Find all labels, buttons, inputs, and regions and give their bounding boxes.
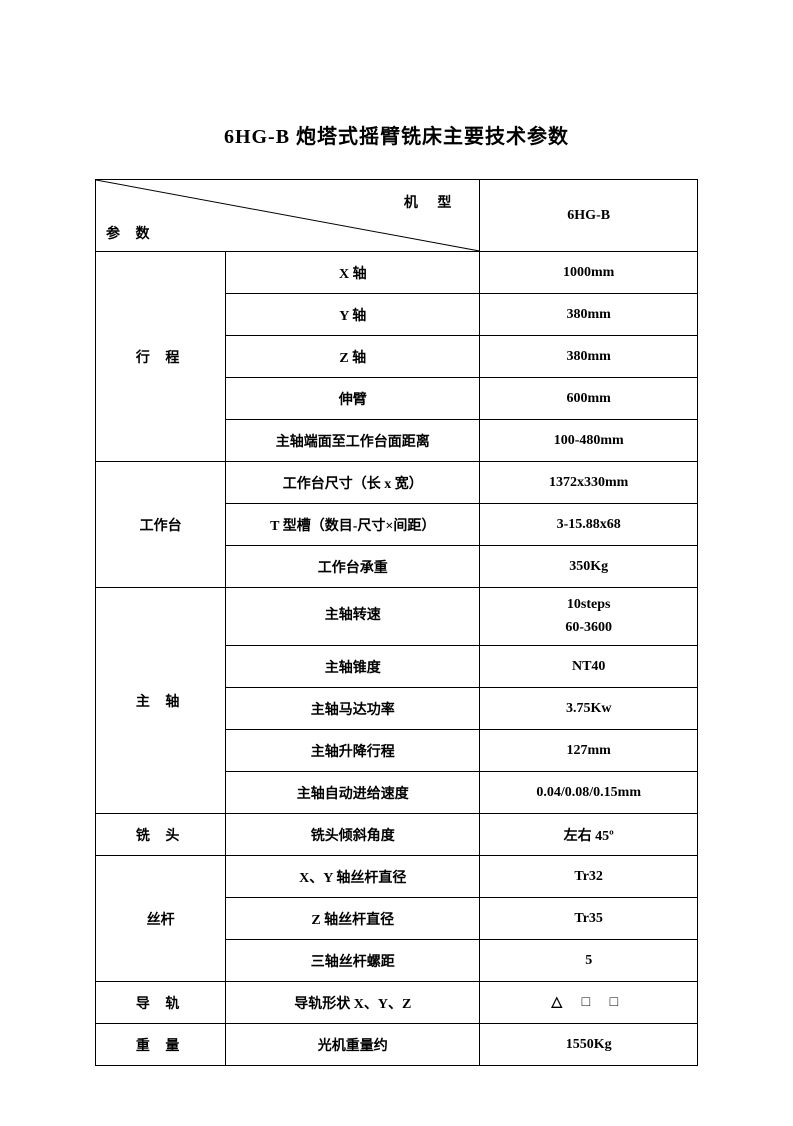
param-cell: 伸臂 <box>226 378 480 420</box>
value-cell: 380mm <box>480 336 698 378</box>
table-row: 工作台工作台尺寸（长 x 宽）1372x330mm <box>96 462 698 504</box>
param-cell: 主轴端面至工作台面距离 <box>226 420 480 462</box>
value-cell: 380mm <box>480 294 698 336</box>
value-cell: 10steps 60-3600 <box>480 588 698 646</box>
param-cell: Y 轴 <box>226 294 480 336</box>
category-cell: 重 量 <box>96 1024 226 1066</box>
param-cell: 三轴丝杆螺距 <box>226 940 480 982</box>
value-cell: 5 <box>480 940 698 982</box>
table-row: 主 轴主轴转速10steps60-3600 <box>96 588 698 646</box>
param-cell: 主轴马达功率 <box>226 688 480 730</box>
value-cell: 3.75Kw <box>480 688 698 730</box>
header-row: 参 数 机 型 6HG-B <box>96 180 698 252</box>
value-cell: 1000mm <box>480 252 698 294</box>
value-cell: 左右 45º <box>480 814 698 856</box>
page-title: 6HG-B 炮塔式摇臂铣床主要技术参数 <box>95 120 698 149</box>
value-cell: 127mm <box>480 730 698 772</box>
value-cell: 100-480mm <box>480 420 698 462</box>
param-cell: T 型槽（数目-尺寸×间距） <box>226 504 480 546</box>
table-row: 铣 头铣头倾斜角度左右 45º <box>96 814 698 856</box>
category-cell: 行 程 <box>96 252 226 462</box>
param-cell: 铣头倾斜角度 <box>226 814 480 856</box>
value-cell: 1550Kg <box>480 1024 698 1066</box>
param-cell: 工作台尺寸（长 x 宽） <box>226 462 480 504</box>
value-cell: Tr32 <box>480 856 698 898</box>
table-row: 丝杆X、Y 轴丝杆直径Tr32 <box>96 856 698 898</box>
table-body: 参 数 机 型 6HG-B 行 程X 轴1000mmY 轴380mmZ 轴380… <box>96 180 698 1066</box>
param-cell: X、Y 轴丝杆直径 <box>226 856 480 898</box>
value-line: 60-3600 <box>565 620 612 635</box>
value-cell: 1372x330mm <box>480 462 698 504</box>
diagonal-header-cell: 参 数 机 型 <box>96 180 480 252</box>
value-cell: 350Kg <box>480 546 698 588</box>
value-cell: Tr35 <box>480 898 698 940</box>
param-cell: 工作台承重 <box>226 546 480 588</box>
header-model-cell: 6HG-B <box>480 180 698 252</box>
value-cell: 600mm <box>480 378 698 420</box>
param-cell: 光机重量约 <box>226 1024 480 1066</box>
value-cell: 0.04/0.08/0.15mm <box>480 772 698 814</box>
param-cell: 主轴转速 <box>226 588 480 646</box>
table-row: 重 量光机重量约1550Kg <box>96 1024 698 1066</box>
category-cell: 丝杆 <box>96 856 226 982</box>
header-machine-label: 机 型 <box>404 192 460 212</box>
param-cell: Z 轴丝杆直径 <box>226 898 480 940</box>
value-cell: NT40 <box>480 646 698 688</box>
value-line: 10steps <box>567 597 611 612</box>
param-cell: 主轴锥度 <box>226 646 480 688</box>
value-cell: △ □ □ <box>480 982 698 1024</box>
param-cell: 主轴升降行程 <box>226 730 480 772</box>
category-cell: 导 轨 <box>96 982 226 1024</box>
category-cell: 工作台 <box>96 462 226 588</box>
header-param-label: 参 数 <box>106 223 156 243</box>
param-cell: X 轴 <box>226 252 480 294</box>
category-cell: 铣 头 <box>96 814 226 856</box>
table-row: 行 程X 轴1000mm <box>96 252 698 294</box>
spec-table: 参 数 机 型 6HG-B 行 程X 轴1000mmY 轴380mmZ 轴380… <box>95 179 698 1066</box>
category-cell: 主 轴 <box>96 588 226 814</box>
param-cell: Z 轴 <box>226 336 480 378</box>
param-cell: 导轨形状 X、Y、Z <box>226 982 480 1024</box>
value-cell: 3-15.88x68 <box>480 504 698 546</box>
param-cell: 主轴自动进给速度 <box>226 772 480 814</box>
page-container: 6HG-B 炮塔式摇臂铣床主要技术参数 参 数 机 型 6HG-B 行 程X 轴… <box>0 0 793 1126</box>
table-row: 导 轨导轨形状 X、Y、Z△ □ □ <box>96 982 698 1024</box>
